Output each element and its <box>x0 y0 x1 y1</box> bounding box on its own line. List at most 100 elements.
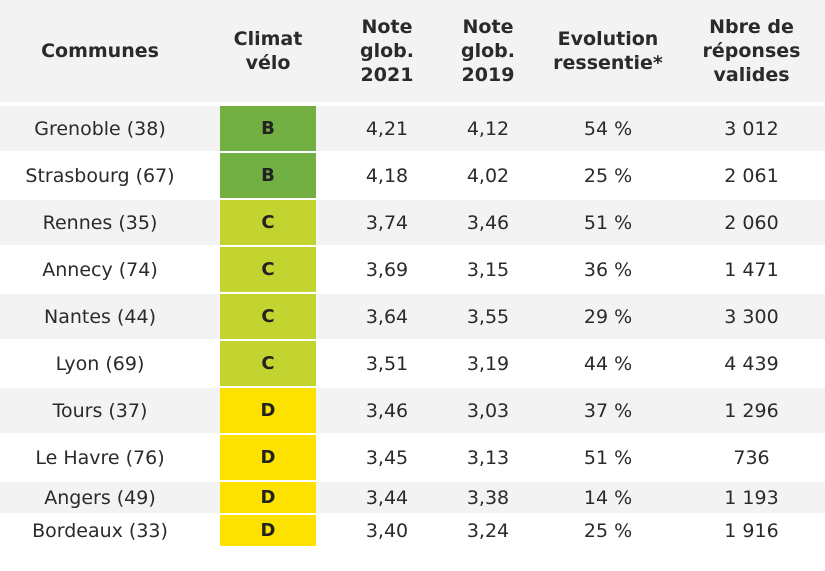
responses-cell: 1 471 <box>678 247 825 292</box>
grade-cell: D <box>200 482 336 513</box>
table-row: Rennes (35) C 3,74 3,46 51 % 2 060 <box>0 200 825 245</box>
commune-cell: Grenoble (38) <box>0 106 200 151</box>
header-evolution: Evolution ressentie* <box>538 0 678 102</box>
responses-cell-text: 3 012 <box>724 117 779 140</box>
commune-cell: Tours (37) <box>0 388 200 433</box>
table-row: Strasbourg (67) B 4,18 4,02 25 % 2 061 <box>0 153 825 198</box>
header-commune: Communes <box>0 0 200 102</box>
grade-badge: C <box>220 294 316 339</box>
note-2019-cell: 3,24 <box>438 515 538 546</box>
note-2021-cell: 3,64 <box>336 294 438 339</box>
header-n19-line3: 2019 <box>461 64 515 86</box>
grade-badge: D <box>220 515 316 546</box>
grade-cell: B <box>200 153 336 198</box>
note-2021-cell-text: 3,69 <box>365 258 409 281</box>
commune-cell-text: Le Havre (76) <box>35 446 165 469</box>
evolution-cell-text: 25 % <box>583 519 633 542</box>
grade-cell: D <box>200 435 336 480</box>
note-2021-cell-text: 4,21 <box>365 117 409 140</box>
note-2021-cell: 3,51 <box>336 341 438 386</box>
note-2021-cell: 3,44 <box>336 482 438 513</box>
note-2021-cell-text: 3,40 <box>365 519 409 542</box>
table-row: Tours (37) D 3,46 3,03 37 % 1 296 <box>0 388 825 433</box>
header-responses: Nbre de réponses valides <box>678 0 825 102</box>
commune-cell: Rennes (35) <box>0 200 200 245</box>
note-2019-cell-text: 3,13 <box>466 446 510 469</box>
commune-cell: Angers (49) <box>0 482 200 513</box>
grade-cell: C <box>200 200 336 245</box>
grade-badge: D <box>220 482 316 513</box>
commune-cell-text: Annecy (74) <box>42 258 158 281</box>
commune-cell: Annecy (74) <box>0 247 200 292</box>
note-2019-cell-text: 3,15 <box>466 258 510 281</box>
note-2021-cell-text: 3,51 <box>365 352 409 375</box>
note-2019-cell-text: 3,55 <box>466 305 510 328</box>
header-note-2019: Note glob. 2019 <box>438 0 538 102</box>
header-n19-line1: Note <box>462 16 514 38</box>
commune-cell-text: Nantes (44) <box>44 305 156 328</box>
note-2021-cell-text: 3,44 <box>365 486 409 509</box>
responses-cell: 1 193 <box>678 482 825 513</box>
header-climat-line2: vélo <box>245 52 291 74</box>
commune-cell-text: Rennes (35) <box>42 211 158 234</box>
note-2021-cell-text: 3,64 <box>365 305 409 328</box>
commune-cell: Lyon (69) <box>0 341 200 386</box>
note-2019-cell: 3,38 <box>438 482 538 513</box>
commune-cell-text: Strasbourg (67) <box>25 164 175 187</box>
responses-cell-text: 4 439 <box>724 352 779 375</box>
responses-cell-text: 1 916 <box>724 519 779 542</box>
commune-cell-text: Tours (37) <box>52 399 148 422</box>
responses-cell: 736 <box>678 435 825 480</box>
evolution-cell-text: 25 % <box>583 164 633 187</box>
responses-cell: 1 916 <box>678 515 825 546</box>
commune-cell-text: Angers (49) <box>44 486 156 509</box>
grade-badge: C <box>220 200 316 245</box>
note-2021-cell-text: 3,74 <box>365 211 409 234</box>
grade-cell: C <box>200 341 336 386</box>
note-2019-cell-text: 3,38 <box>466 486 510 509</box>
note-2019-cell: 3,13 <box>438 435 538 480</box>
commune-cell: Bordeaux (33) <box>0 515 200 546</box>
evolution-cell-text: 44 % <box>583 352 633 375</box>
note-2021-cell-text: 3,46 <box>365 399 409 422</box>
note-2021-cell: 3,46 <box>336 388 438 433</box>
evolution-cell: 25 % <box>538 153 678 198</box>
evolution-cell: 51 % <box>538 200 678 245</box>
grade-badge: B <box>220 106 316 151</box>
grade-badge: B <box>220 153 316 198</box>
header-row: Communes Climat vélo Note glob. 2021 Not… <box>0 0 825 102</box>
responses-cell: 2 060 <box>678 200 825 245</box>
note-2021-cell: 3,40 <box>336 515 438 546</box>
header-note-2021: Note glob. 2021 <box>336 0 438 102</box>
responses-cell-text: 1 193 <box>724 486 779 509</box>
evolution-cell: 51 % <box>538 435 678 480</box>
evolution-cell: 25 % <box>538 515 678 546</box>
evolution-cell-text: 51 % <box>583 446 633 469</box>
commune-cell: Strasbourg (67) <box>0 153 200 198</box>
note-2021-cell: 4,18 <box>336 153 438 198</box>
responses-cell: 2 061 <box>678 153 825 198</box>
note-2019-cell-text: 3,03 <box>466 399 510 422</box>
grade-badge: C <box>220 247 316 292</box>
header-commune-text: Communes <box>41 40 159 62</box>
note-2021-cell-text: 4,18 <box>365 164 409 187</box>
header-n21-line3: 2021 <box>360 64 414 86</box>
note-2019-cell: 4,12 <box>438 106 538 151</box>
table-row: Grenoble (38) B 4,21 4,12 54 % 3 012 <box>0 106 825 151</box>
commune-cell-text: Bordeaux (33) <box>32 519 168 542</box>
responses-cell: 3 300 <box>678 294 825 339</box>
evolution-cell: 36 % <box>538 247 678 292</box>
note-2019-cell-text: 4,02 <box>466 164 510 187</box>
note-2019-cell-text: 3,46 <box>466 211 510 234</box>
header-evo-line1: Evolution <box>557 28 659 50</box>
note-2019-cell: 3,03 <box>438 388 538 433</box>
commune-cell: Nantes (44) <box>0 294 200 339</box>
evolution-cell-text: 54 % <box>583 117 633 140</box>
evolution-cell: 37 % <box>538 388 678 433</box>
responses-cell-text: 736 <box>733 446 770 469</box>
note-2021-cell: 4,21 <box>336 106 438 151</box>
responses-cell-text: 2 061 <box>724 164 779 187</box>
header-climat: Climat vélo <box>200 0 336 102</box>
responses-cell-text: 1 471 <box>724 258 779 281</box>
